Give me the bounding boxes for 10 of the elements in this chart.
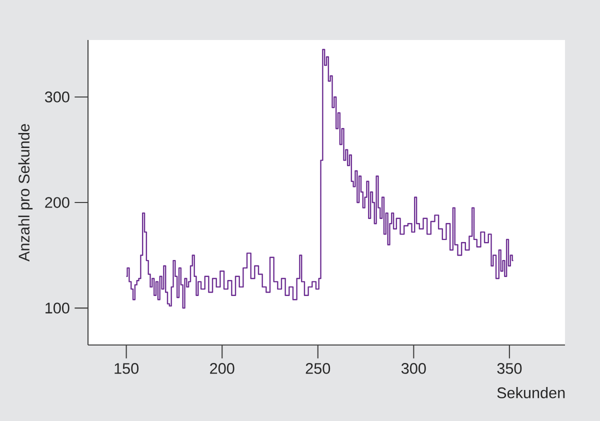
x-axis-title: Sekunden <box>497 387 565 398</box>
y-tick-label: 200 <box>45 197 70 208</box>
y-tick-label: 100 <box>46 302 70 314</box>
x-tick-label: 350 <box>497 363 522 374</box>
x-tick-label: 150 <box>114 363 139 374</box>
y-axis-title: Anzahl pro Sekunde <box>18 124 33 262</box>
x-tick-label: 200 <box>210 363 234 374</box>
x-tick-label: 250 <box>306 363 330 374</box>
x-tick-label: 300 <box>401 363 426 374</box>
y-tick-label: 300 <box>44 92 70 102</box>
